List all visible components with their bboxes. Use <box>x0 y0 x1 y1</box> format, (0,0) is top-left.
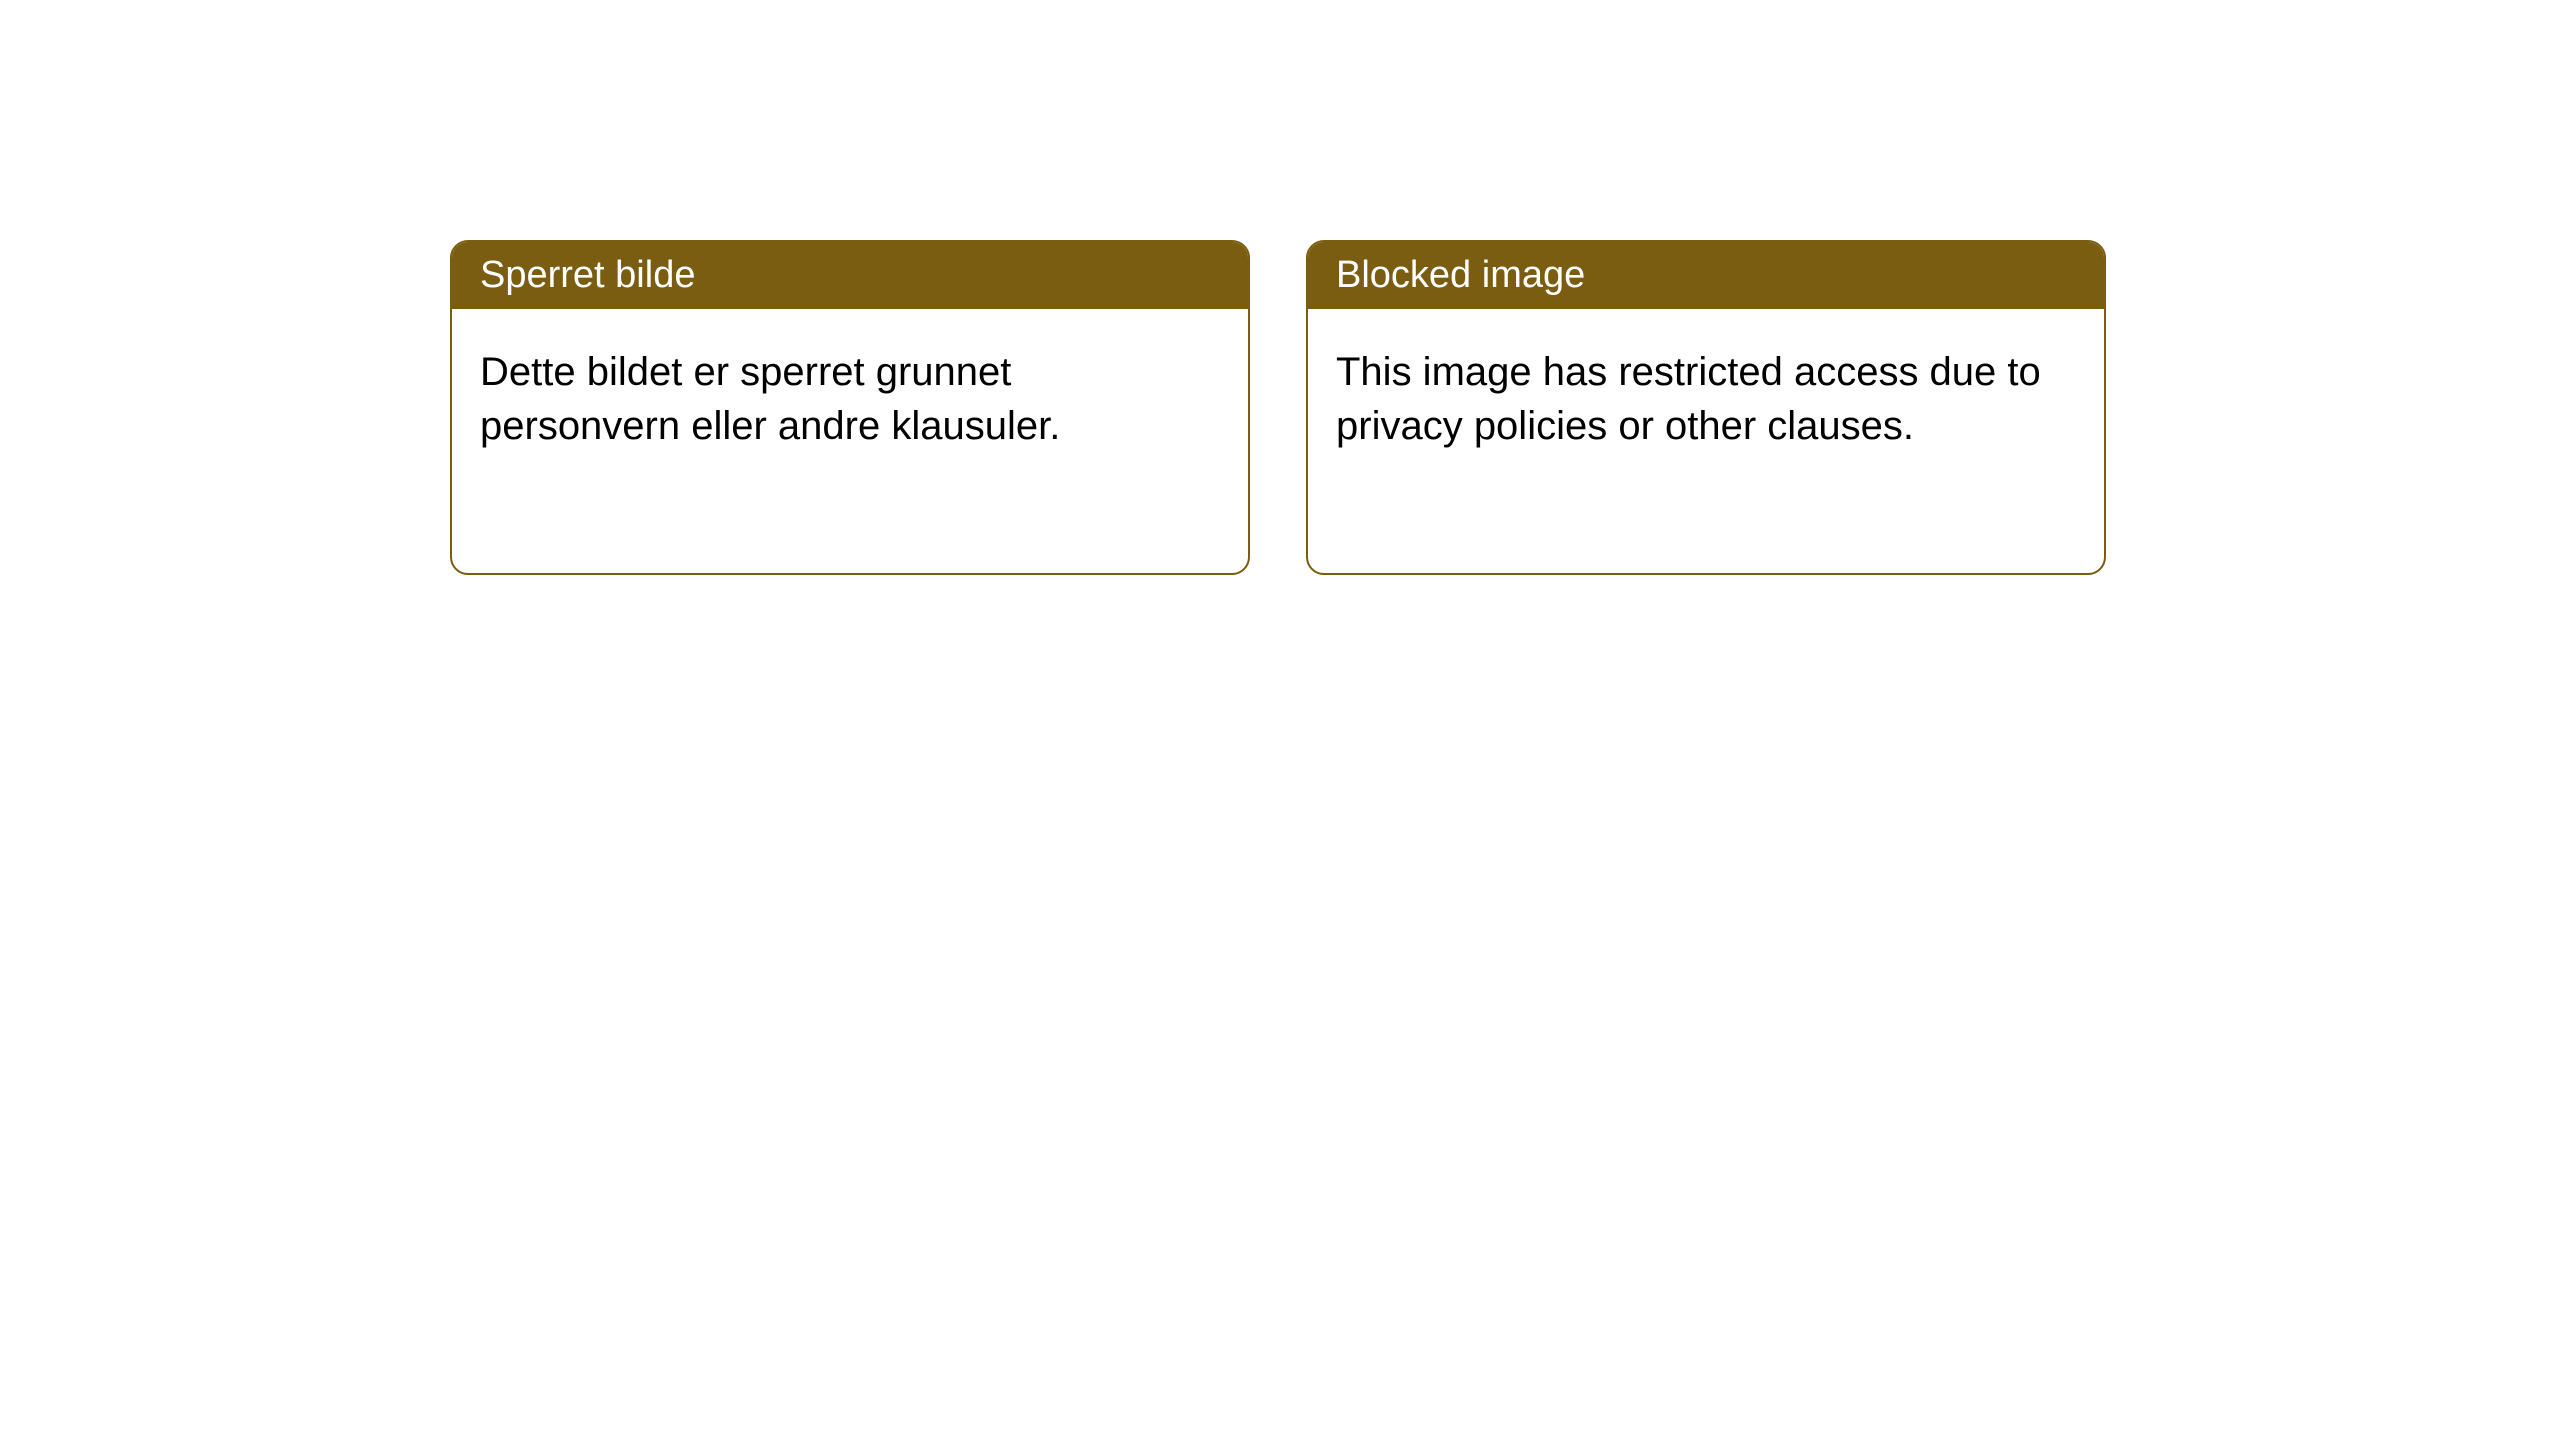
notice-body-text: Dette bildet er sperret grunnet personve… <box>480 350 1060 448</box>
notice-box-norwegian: Sperret bilde Dette bildet er sperret gr… <box>450 240 1250 575</box>
notice-title: Sperret bilde <box>480 254 695 296</box>
notice-body: This image has restricted access due to … <box>1308 309 2104 489</box>
notice-body-text: This image has restricted access due to … <box>1336 350 2041 448</box>
notice-body: Dette bildet er sperret grunnet personve… <box>452 309 1248 489</box>
notice-header: Sperret bilde <box>452 242 1248 309</box>
notice-container: Sperret bilde Dette bildet er sperret gr… <box>450 240 2106 575</box>
notice-box-english: Blocked image This image has restricted … <box>1306 240 2106 575</box>
notice-header: Blocked image <box>1308 242 2104 309</box>
notice-title: Blocked image <box>1336 254 1585 296</box>
